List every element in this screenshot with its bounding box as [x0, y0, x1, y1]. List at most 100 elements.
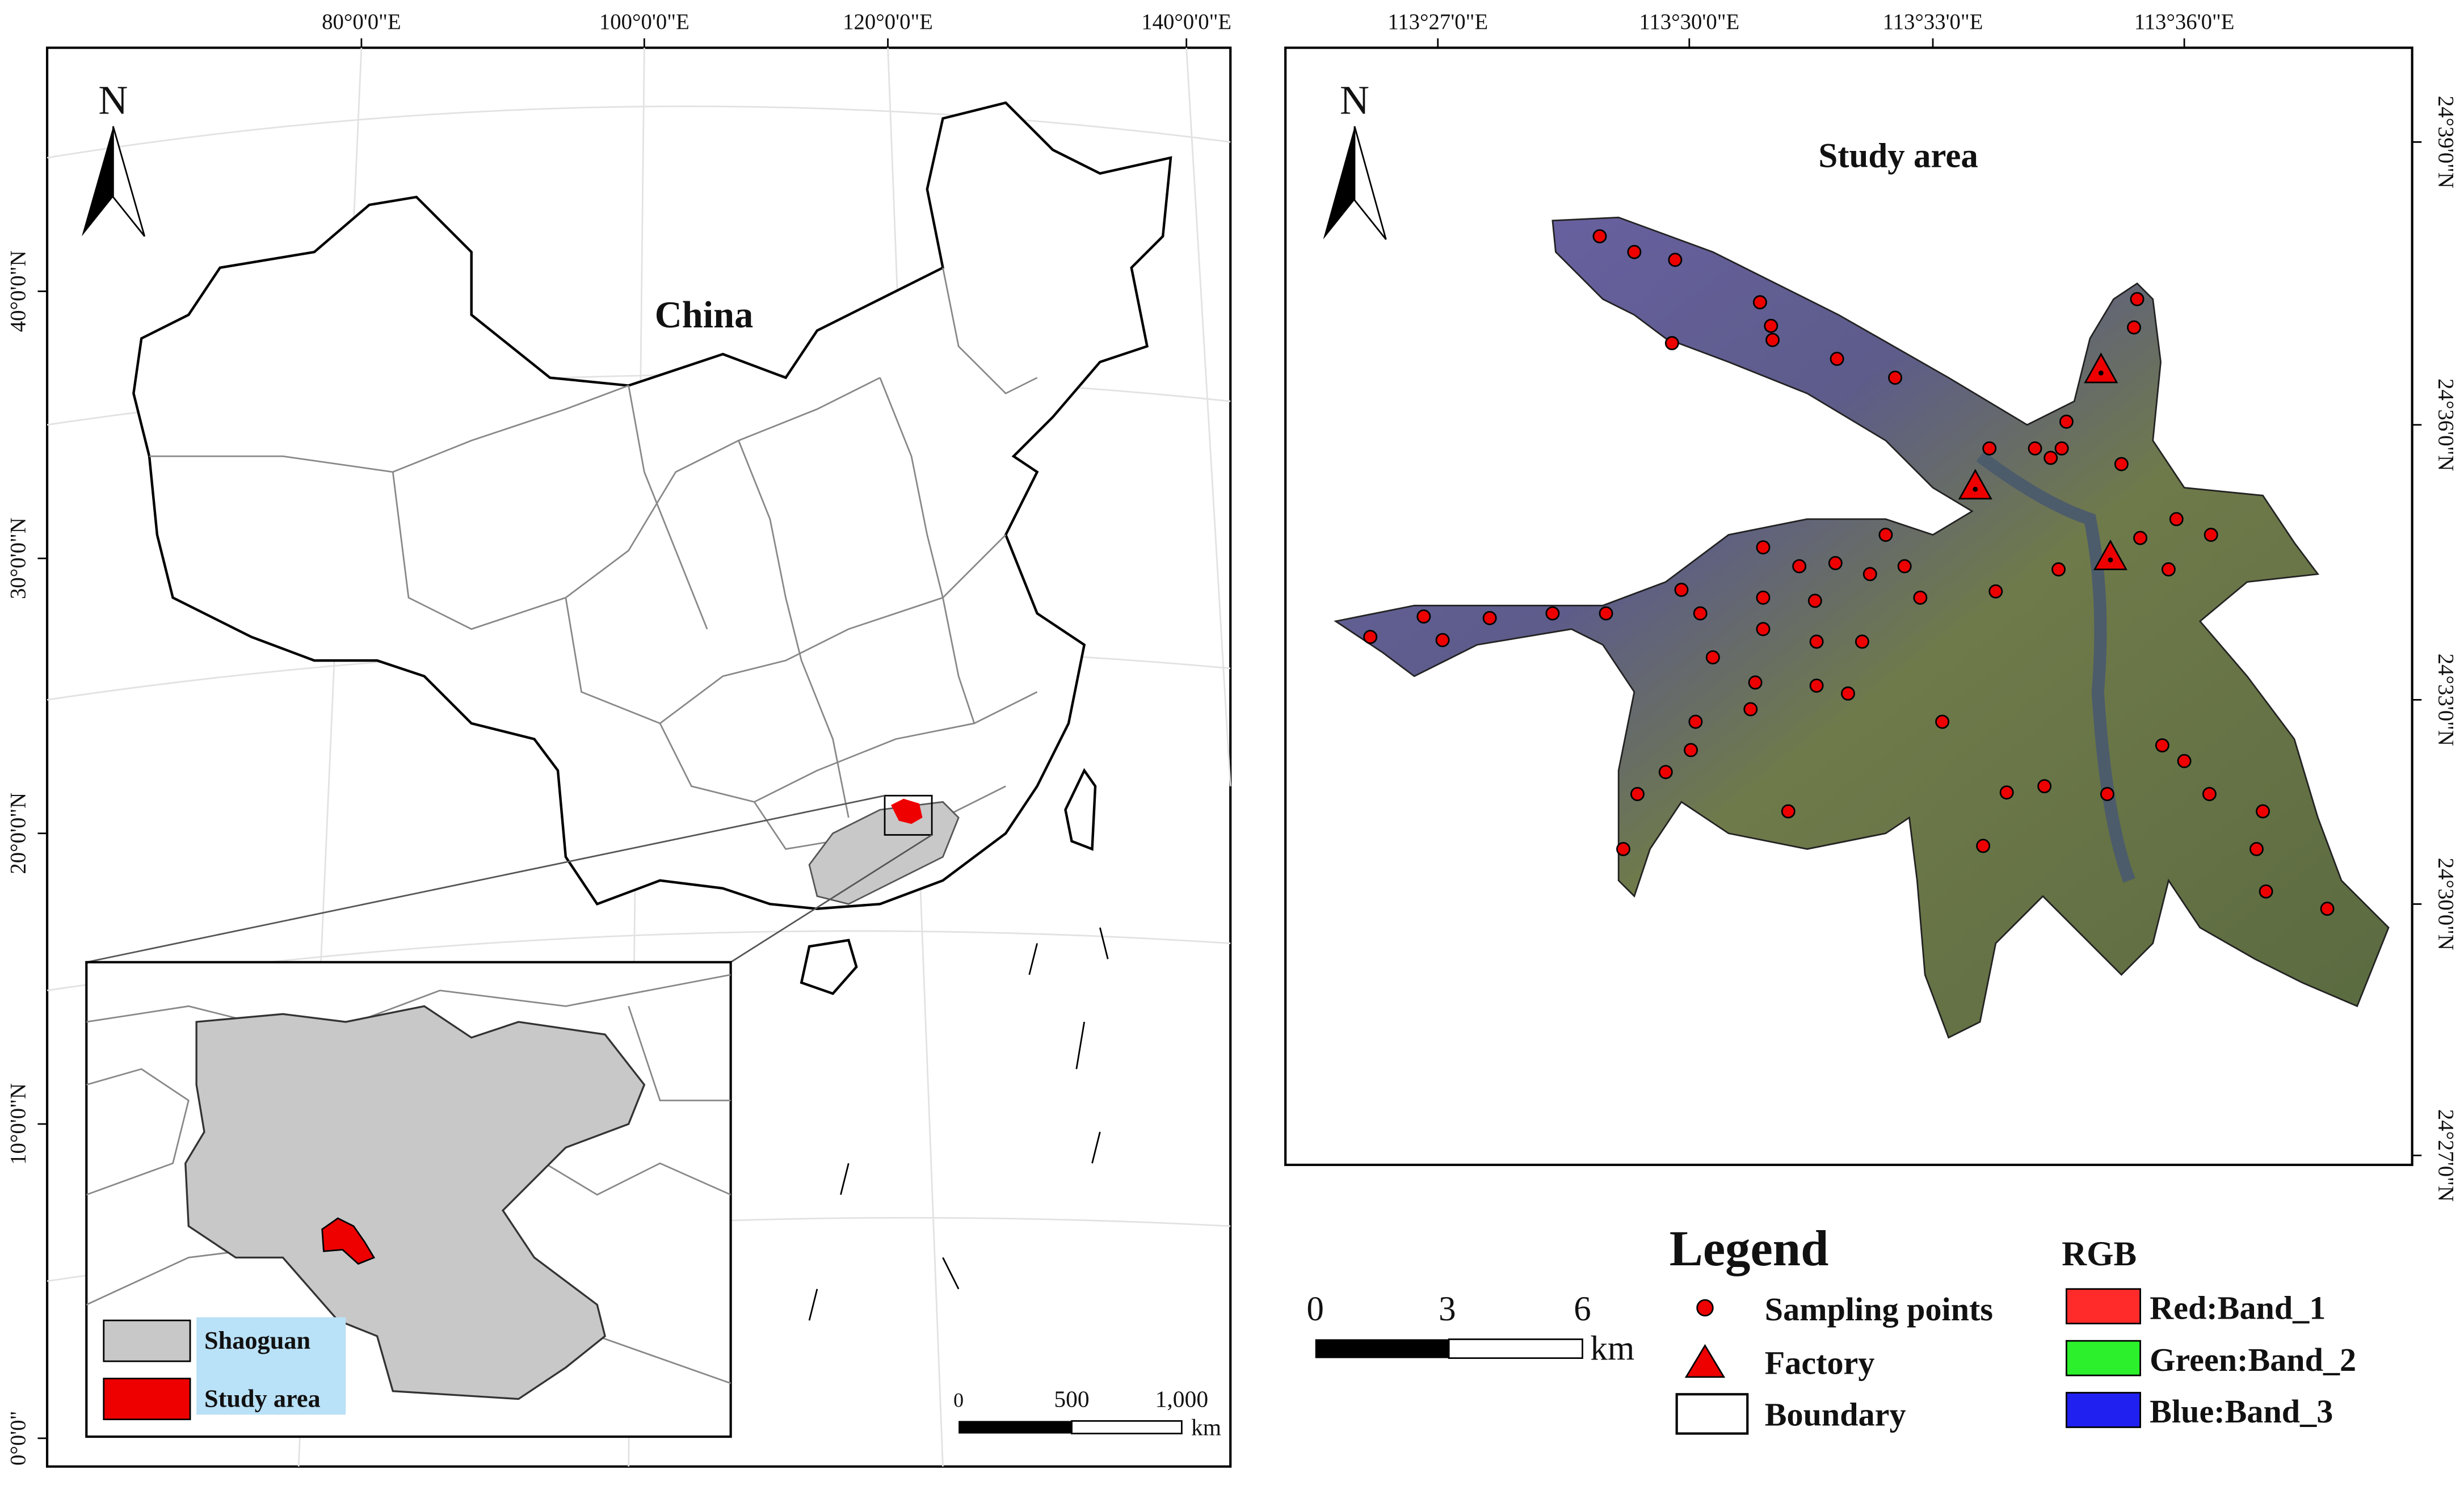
scale-bar [1315, 1339, 1449, 1358]
scale-label: 6 [1574, 1290, 1591, 1328]
legend-label: Study area [204, 1384, 321, 1412]
sampling-point [1935, 714, 1950, 729]
river [1976, 451, 2135, 883]
scale-unit: km [1590, 1329, 1634, 1367]
lon-label: 140°0'0"E [1141, 10, 1231, 34]
rgb-swatch [2066, 1340, 2141, 1376]
sampling-point [1705, 650, 1720, 665]
province-line [86, 1068, 190, 1195]
scale-bar [1071, 1420, 1183, 1434]
legend-symbol [1684, 1344, 1726, 1378]
sampling-point [2177, 753, 2192, 768]
study-area-inset [321, 1217, 376, 1265]
sampling-point [1435, 633, 1450, 647]
sampling-point [2256, 804, 2270, 819]
sampling-point [1807, 593, 1822, 608]
scale-bar [958, 1421, 1072, 1434]
sampling-point [2100, 787, 2114, 801]
scale-unit: km [1191, 1414, 1221, 1440]
coordinate-labels: 80°0'0"E 100°0'0"E 120°0'0"E 140°0'0"E 40°0'… [6, 10, 2458, 1466]
sampling-point [1765, 332, 1780, 347]
zoom-line [86, 794, 885, 963]
sampling-point [2127, 320, 2141, 335]
lat-label: 24°30'0"N [2434, 858, 2458, 950]
sampling-point [1855, 634, 1869, 649]
sampling-point [1693, 606, 1708, 621]
sampling-point [1743, 702, 1758, 717]
zoom-line [730, 834, 932, 963]
sampling-point [1792, 559, 1807, 574]
legend: Legend Sampling points Factory Boundary … [1307, 1221, 2356, 1435]
sampling-point [2161, 562, 2176, 576]
sampling-points [1363, 229, 2335, 916]
sampling-point [2259, 884, 2273, 899]
province-line [565, 534, 1007, 725]
rgb-title: RGB [2062, 1235, 2137, 1273]
lon-label: 113°36'0"E [2134, 10, 2235, 34]
map-title: China [655, 294, 754, 336]
province-line [628, 385, 708, 630]
graticule-line [1185, 48, 1231, 786]
scale-label: 0 [1307, 1290, 1324, 1328]
sampling-point [1599, 606, 1613, 621]
rgb-swatch [2066, 1392, 2141, 1428]
sampling-point [1888, 371, 1903, 385]
sampling-point [1674, 583, 1689, 597]
sampling-point [1999, 785, 2014, 800]
factory-dot [2098, 370, 2104, 376]
sampling-point [1897, 559, 1912, 574]
lon-label: 120°0'0"E [843, 10, 933, 34]
factory [1958, 469, 1992, 500]
lon-label: 80°0'0"E [322, 10, 401, 34]
lon-label: 113°30'0"E [1639, 10, 1739, 34]
factory [2084, 352, 2118, 384]
legend-background [196, 1317, 346, 1415]
study-area-locator [891, 798, 923, 824]
province-line [942, 267, 1038, 395]
sampling-point [2249, 841, 2264, 856]
sampling-point [1988, 584, 2003, 599]
lat-label: 40°0'0"N [6, 250, 30, 332]
province-line [738, 440, 850, 818]
sampling-point [2043, 451, 2058, 465]
factory-dot [2108, 557, 2113, 563]
legend-title: Legend [1670, 1221, 1829, 1277]
sampling-point [1748, 675, 1763, 690]
north-label: N [98, 77, 128, 123]
sampling-point [1416, 609, 1431, 624]
lat-label: 30°0'0"N [6, 517, 30, 599]
graticule-line [47, 105, 1231, 159]
sampling-point [1688, 714, 1703, 729]
lat-label: 20°0'0"N [6, 793, 30, 874]
sampling-point [1630, 787, 1645, 801]
sampling-point [1764, 318, 1778, 333]
sampling-point [1752, 295, 1767, 310]
sampling-point [2051, 562, 2066, 576]
sampling-point [2114, 457, 2129, 472]
lon-label: 113°33'0"E [1883, 10, 1983, 34]
legend-swatch [103, 1319, 191, 1362]
sampling-point [2169, 512, 2184, 527]
rgb-label: Red:Band_1 [2150, 1289, 2326, 1326]
sampling-point [2037, 779, 2052, 794]
sampling-point [2204, 528, 2218, 542]
sampling-point [1878, 528, 1893, 542]
legend-symbol [1675, 1393, 1749, 1435]
sampling-point [1756, 590, 1771, 605]
sampling-point [1664, 336, 1679, 351]
sampling-point [2059, 414, 2074, 429]
province-line [149, 385, 629, 473]
sampling-point [2202, 787, 2217, 801]
china-map: Shaoguan Study area N China 0 500 1,000 … [45, 47, 1232, 1468]
lat-label: 10°0'0"N [6, 1083, 30, 1165]
sampling-point [1841, 686, 1855, 701]
sampling-point [1913, 590, 1928, 605]
sampling-point [1809, 678, 1824, 693]
sampling-point [1756, 540, 1771, 555]
rgb-label: Green:Band_2 [2150, 1341, 2356, 1378]
sampling-point [1363, 630, 1378, 645]
scale-label: 500 [1054, 1386, 1089, 1412]
study-area-map: N Study area [1284, 47, 2413, 1167]
legend-label: Factory [1765, 1344, 1875, 1381]
legend-swatch [103, 1378, 191, 1420]
